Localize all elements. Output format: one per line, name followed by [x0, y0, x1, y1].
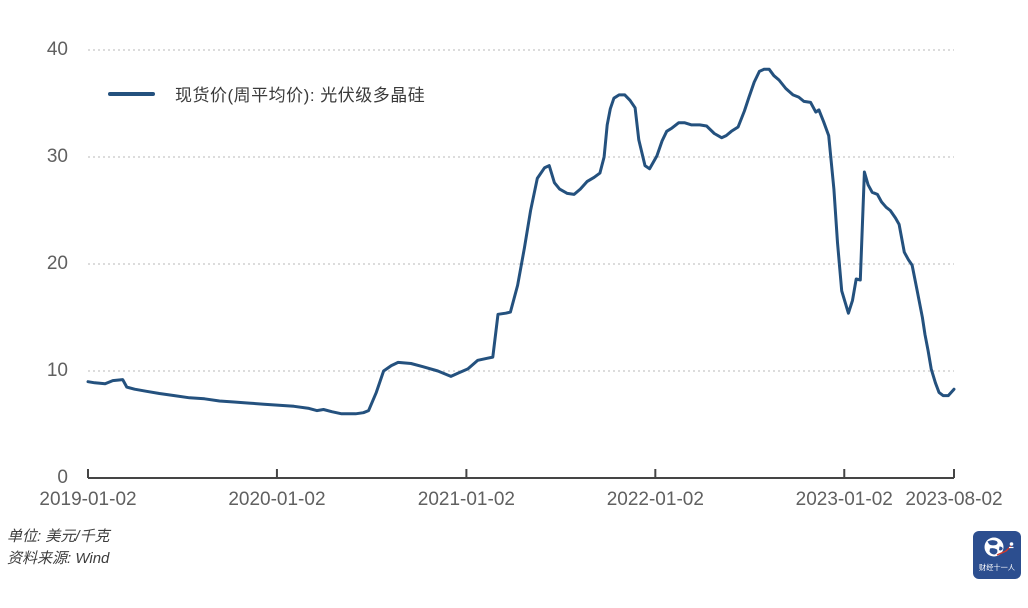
brand-logo-graphic: 财经十一人 — [973, 531, 1021, 579]
logo-brand-text: 财经十一人 — [979, 563, 1015, 572]
runner-icon — [996, 542, 1014, 556]
y-tick-label-40: 40 — [46, 39, 68, 60]
legend-series-label: 现货价(周平均价): 光伏级多晶硅 — [175, 86, 426, 105]
x-tick-label-2020-01-02: 2020-01-02 — [228, 489, 326, 510]
price-line-series — [86, 67, 956, 416]
footer-notes: 单位: 美元/千克 资料来源: Wind — [7, 526, 110, 570]
unit-note: 单位: 美元/千克 — [7, 528, 110, 545]
y-tick-label-10: 10 — [46, 360, 68, 381]
legend-line-swatch — [108, 91, 155, 96]
x-tick-label-2019-01-02: 2019-01-02 — [39, 489, 137, 510]
y-tick-label-0: 0 — [57, 467, 68, 488]
y-tick-label-30: 30 — [46, 146, 68, 167]
chart-legend: 现货价(周平均价): 光伏级多晶硅 — [108, 81, 425, 106]
x-tick-label-2021-01-02: 2021-01-02 — [417, 489, 515, 510]
x-tick-label-2023-01-02: 2023-01-02 — [795, 489, 893, 510]
source-note: 资料来源: Wind — [7, 550, 110, 567]
globe-icon — [984, 537, 1004, 557]
brand-logo: 财经十一人 — [973, 531, 1021, 579]
x-tick-label-2023-08-02: 2023-08-02 — [905, 489, 1003, 510]
x-tick-label-2022-01-02: 2022-01-02 — [606, 489, 704, 510]
y-tick-label-20: 20 — [46, 253, 68, 274]
